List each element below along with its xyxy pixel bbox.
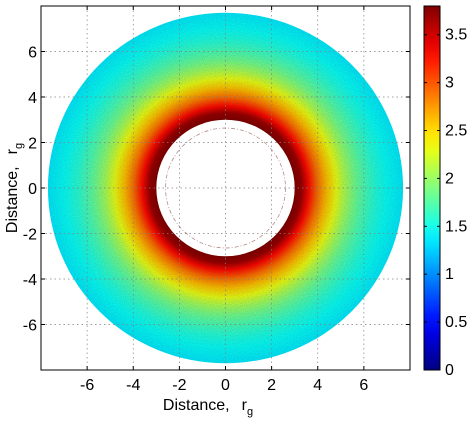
x-axis-label: Distance, rg [163,397,253,418]
colorbar-tick-label: 1 [445,266,454,283]
y-tick-label: -2 [23,227,37,244]
colorbar-tick-label: 0.5 [445,314,467,331]
y-tick-label: 0 [28,181,37,198]
colorbar-tick-label: 2.5 [445,123,467,140]
x-tick-label: 6 [359,377,368,394]
y-tick-label: 4 [28,90,37,107]
x-axis-ticks: -6 -4 -2 0 2 4 6 [80,6,368,394]
colorbar [424,6,440,370]
colorbar-tick-label: 3 [445,75,454,92]
y-axis-ticks: -6 -4 -2 0 2 4 6 [23,45,410,335]
y-tick-label: -4 [23,272,37,289]
y-tick-label: 6 [28,45,37,62]
y-axis-label: Distance,rg [4,143,25,233]
colorbar-frame [423,5,441,371]
colorbar-tick-label: 0 [445,362,454,379]
x-tick-label: 4 [313,377,322,394]
x-tick-label: -4 [126,377,140,394]
grid-lines [41,6,410,370]
colorbar-tick-label: 3.5 [445,27,467,44]
colorbar-tick-label: 1.5 [445,218,467,235]
y-tick-label: -6 [23,318,37,335]
annulus-noise-texture [47,12,404,364]
x-tick-label: -2 [172,377,186,394]
x-tick-label: 0 [221,377,230,394]
x-tick-label: -6 [80,377,94,394]
colorbar-ticks: 0 0.5 1 1.5 2 2.5 3 3.5 [424,27,467,379]
x-tick-label: 2 [267,377,276,394]
y-tick-label: 2 [28,136,37,153]
colorbar-tick-label: 2 [445,170,454,187]
